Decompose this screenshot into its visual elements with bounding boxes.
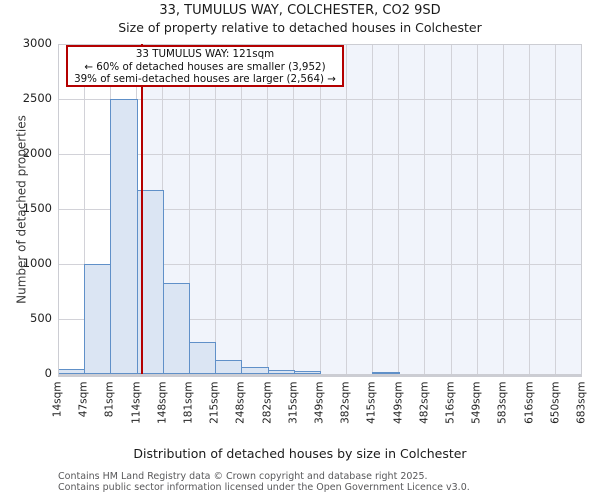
bar (215, 360, 243, 374)
bar (84, 264, 112, 374)
x-tick-label: 482sqm (418, 381, 431, 424)
axis-spine-right (581, 44, 582, 374)
y-tick-label: 1500 (22, 201, 52, 215)
axis-spine-top (58, 44, 582, 45)
x-tick-label: 215sqm (208, 381, 221, 424)
bar (110, 99, 138, 374)
x-tick-label: 616sqm (523, 381, 536, 424)
bar (293, 371, 321, 374)
x-tick-label: 248sqm (234, 381, 247, 424)
bar (189, 342, 217, 374)
x-tick-label: 349sqm (313, 381, 326, 424)
x-tick-label: 114sqm (130, 381, 143, 424)
annotation-line-1: 33 TUMULUS WAY: 121sqm (135, 48, 275, 60)
footer-line-1: Contains HM Land Registry data © Crown c… (58, 471, 428, 482)
x-tick-label: 382sqm (339, 381, 352, 424)
bar (372, 372, 400, 374)
bar (241, 367, 269, 374)
gridline-h (58, 318, 582, 320)
bar (162, 282, 190, 374)
gridline-h (58, 153, 582, 155)
x-tick-label: 47sqm (77, 381, 90, 418)
x-tick-label: 449sqm (392, 381, 405, 424)
x-tick-label: 14sqm (51, 381, 64, 418)
x-tick-label: 148sqm (156, 381, 169, 424)
chart-title: 33, TUMULUS WAY, COLCHESTER, CO2 9SD (159, 3, 441, 18)
x-tick-label: 516sqm (444, 381, 457, 424)
gridline-h (58, 263, 582, 265)
x-tick-label: 282sqm (261, 381, 274, 424)
gridline-h (58, 208, 582, 210)
x-tick-label: 415sqm (365, 381, 378, 424)
annotation-line-2: ← 60% of detached houses are smaller (3,… (84, 60, 326, 73)
x-tick-label: 81sqm (103, 381, 116, 418)
y-tick-label: 3000 (22, 36, 52, 50)
axis-spine-bottom (58, 374, 582, 377)
x-tick-label: 683sqm (575, 381, 588, 424)
axis-spine-left (58, 44, 59, 374)
x-tick-label: 650sqm (549, 381, 562, 424)
x-tick-label: 315sqm (287, 381, 300, 424)
y-tick-label: 500 (30, 311, 52, 325)
x-tick-label: 549sqm (470, 381, 483, 424)
annotation-line-3: 39% of semi-detached houses are larger (… (74, 73, 336, 86)
y-tick-label: 2000 (22, 146, 52, 160)
x-tick-label: 181sqm (182, 381, 195, 424)
plot-area (58, 44, 582, 377)
x-tick-label: 583sqm (496, 381, 509, 424)
y-tick-label: 1000 (22, 256, 52, 270)
annotation-box: 33 TUMULUS WAY: 121sqm ← 60% of detached… (66, 45, 344, 87)
marker-line (140, 44, 143, 374)
y-tick-label: 0 (44, 366, 52, 380)
chart-subtitle: Size of property relative to detached ho… (118, 20, 482, 35)
footer-line-2: Contains public sector information licen… (58, 482, 470, 493)
y-tick-label: 2500 (22, 91, 52, 105)
x-axis-label: Distribution of detached houses by size … (133, 446, 467, 461)
gridline-h (58, 98, 582, 100)
